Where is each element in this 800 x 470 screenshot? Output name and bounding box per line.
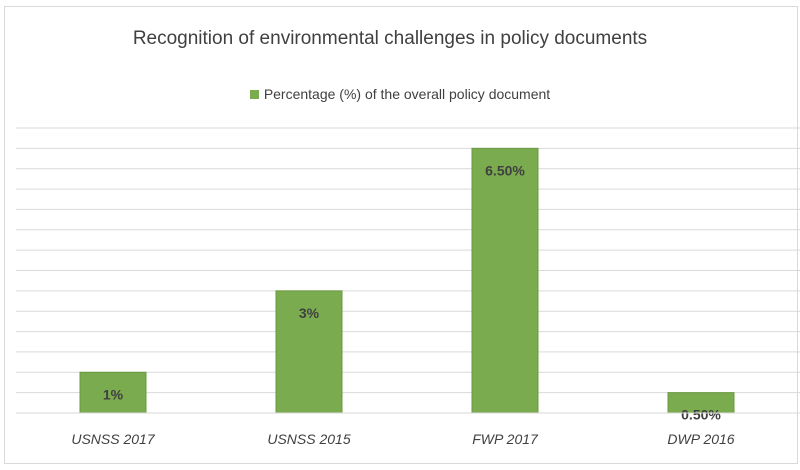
x-tick-label: USNSS 2017 bbox=[71, 431, 155, 447]
bar bbox=[471, 147, 539, 414]
data-label: 3% bbox=[299, 305, 320, 321]
legend: Percentage (%) of the overall policy doc… bbox=[0, 86, 800, 102]
x-tick-label: FWP 2017 bbox=[472, 431, 539, 447]
data-label: 6.50% bbox=[485, 162, 525, 178]
data-label: 1% bbox=[103, 386, 124, 402]
x-tick-label: USNSS 2015 bbox=[267, 431, 350, 447]
legend-label: Percentage (%) of the overall policy doc… bbox=[263, 86, 551, 102]
x-tick-label: DWP 2016 bbox=[667, 431, 734, 447]
chart-title: Recognition of environmental challenges … bbox=[132, 28, 648, 49]
legend-swatch bbox=[249, 90, 259, 99]
data-label: 0.50% bbox=[681, 407, 721, 423]
